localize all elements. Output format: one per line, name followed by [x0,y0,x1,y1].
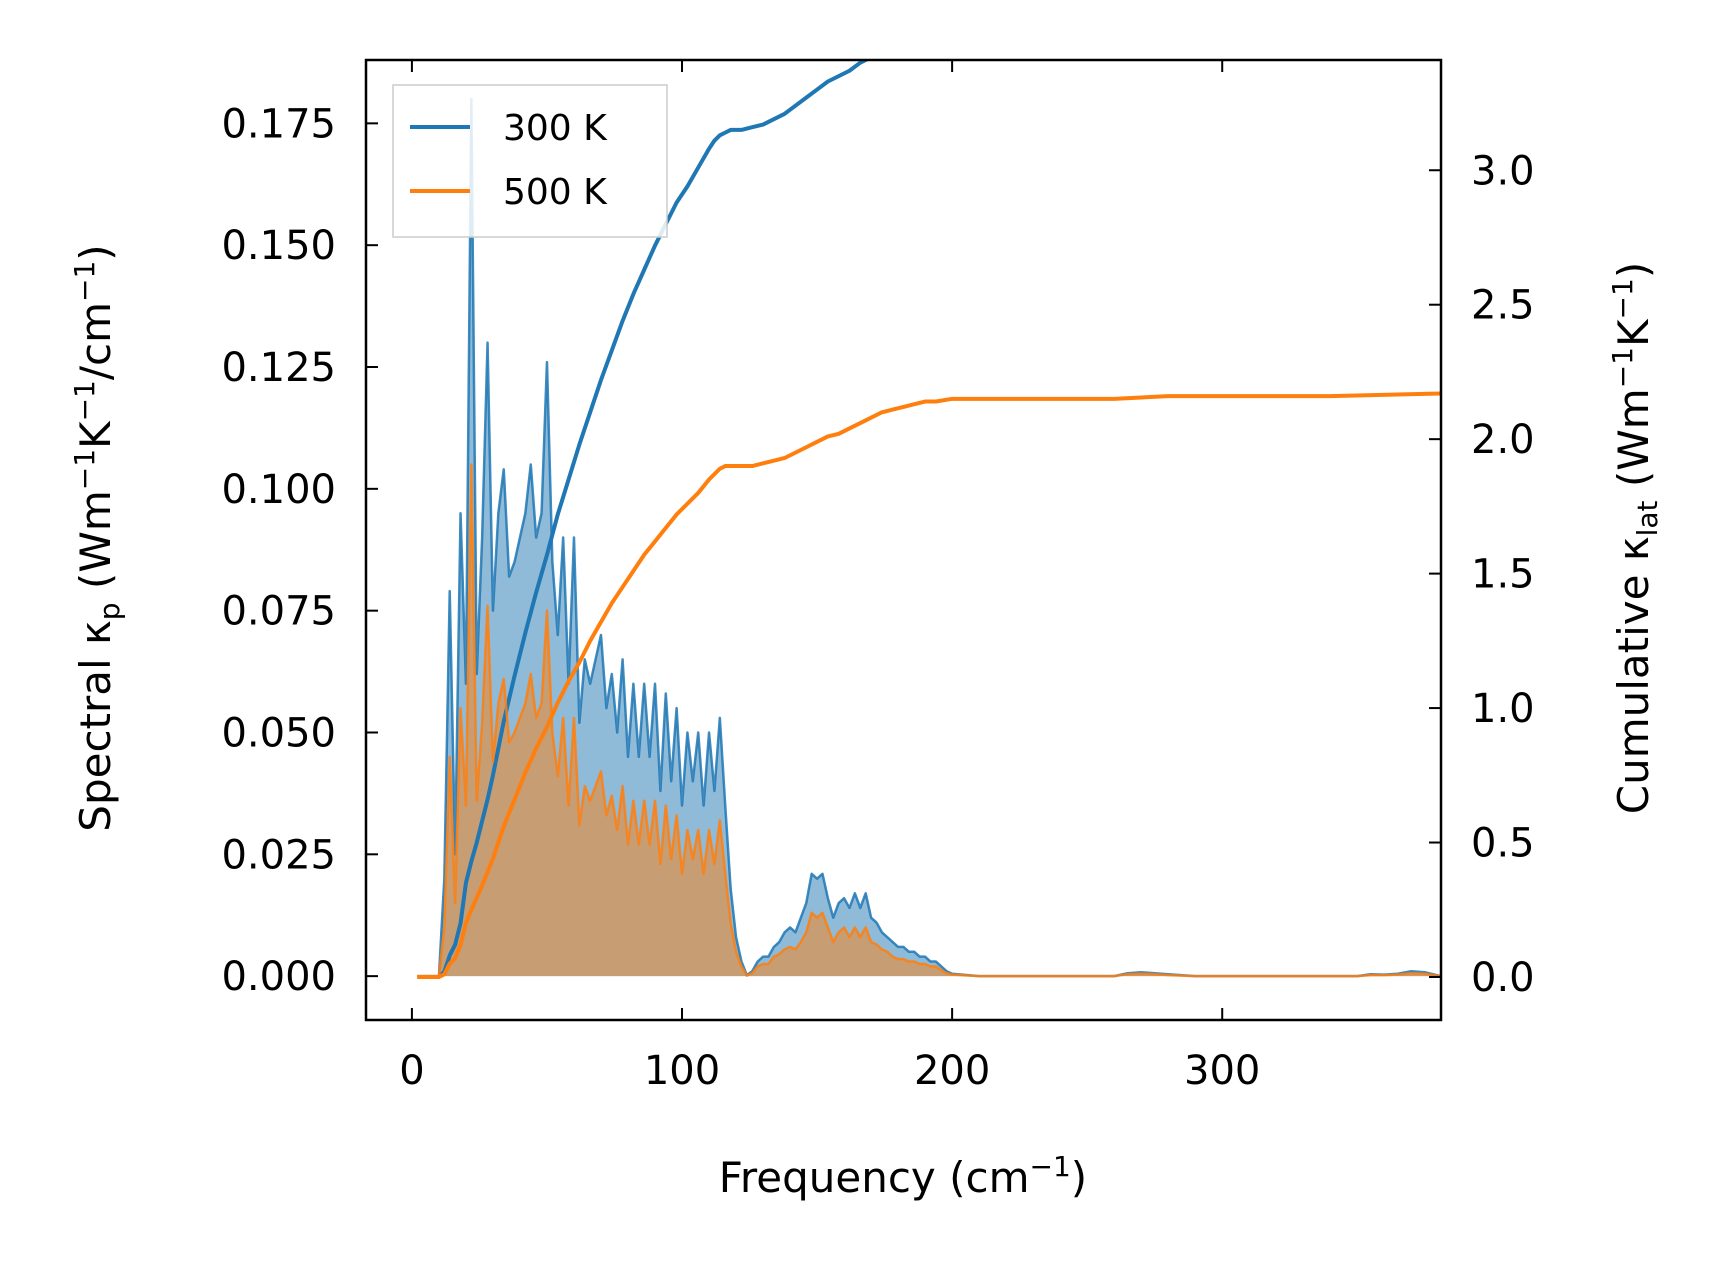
plot-frame [364,58,1443,1022]
x-tick-label: 300 [1184,1048,1260,1094]
axis-ticks: 0 100 200 300 0.000 0.025 0.050 0.075 0.100 0.125… [221,60,1535,1094]
y-left-tick-label: 0.075 [221,589,336,635]
y-left-tick-label: 0.150 [221,223,336,269]
y-right-tick-label: 1.0 [1471,686,1535,732]
y-left-tick-label: 0.025 [221,832,336,878]
y-left-tick-label: 0.125 [221,345,336,391]
spectral-line-300k [417,97,1441,978]
y-left-tick-label: 0.175 [221,101,336,147]
legend-box [392,84,668,238]
x-axis-label: Frequency (cm−1) [719,1150,1087,1202]
legend: 300 K 500 K [392,84,668,238]
y-axis-left-label: Spectral κp (Wm−1K−1/cm−1) [68,244,126,831]
y-right-tick-label: 1.5 [1471,552,1535,598]
y-right-tick-label: 2.5 [1471,283,1535,329]
legend-label-300k: 300 K [503,108,608,149]
y-axis-right-label: Cumulative κlat (Wm−1K−1) [1606,262,1664,814]
cumulative-line-300k [417,60,871,979]
y-right-tick-label: 2.0 [1471,417,1535,463]
y-right-tick-label: 0.5 [1471,821,1535,867]
series-line-group [417,60,1441,979]
y-left-tick-label: 0.100 [221,467,336,513]
x-tick-label: 200 [914,1048,990,1094]
y-right-tick-label: 0.0 [1471,955,1535,1001]
legend-label-500k: 500 K [503,172,608,213]
spectral-line-500k [417,463,1441,978]
cumulative-line-500k [417,391,1441,979]
x-tick-label: 100 [644,1048,720,1094]
y-right-tick-label: 3.0 [1471,148,1535,194]
x-tick-label: 0 [399,1048,424,1094]
y-left-tick-label: 0.050 [221,710,336,756]
y-left-tick-label: 0.000 [221,954,336,1000]
